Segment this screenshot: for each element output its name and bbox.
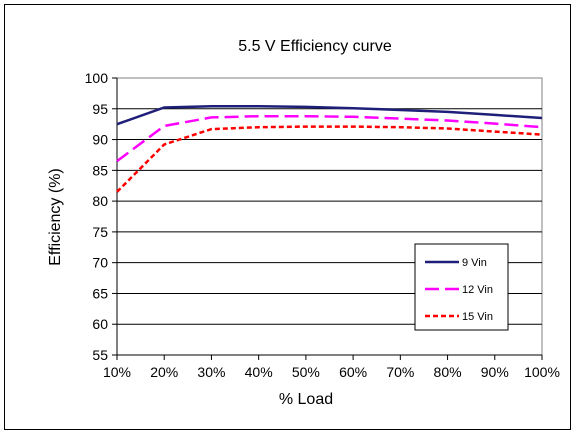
x-axis-label: % Load [279, 391, 333, 408]
x-tick-label: 20% [150, 364, 178, 380]
x-tick-label: 60% [339, 364, 367, 380]
x-tick-label: 90% [481, 364, 509, 380]
x-tick-label: 40% [245, 364, 273, 380]
chart-title: 5.5 V Efficiency curve [238, 38, 392, 55]
x-tick-label: 50% [292, 364, 320, 380]
y-tick-label: 85 [92, 162, 108, 178]
x-tick-label: 30% [197, 364, 225, 380]
x-tick-label: 10% [103, 364, 131, 380]
y-tick-label: 80 [92, 193, 108, 209]
x-tick-label: 70% [386, 364, 414, 380]
legend-label: 15 Vin [462, 311, 493, 323]
y-tick-label: 100 [85, 70, 109, 86]
y-axis-label: Efficiency (%) [47, 168, 64, 266]
x-tick-label: 100% [524, 364, 560, 380]
y-tick-label: 75 [92, 224, 108, 240]
y-tick-label: 65 [92, 285, 108, 301]
y-tick-label: 95 [92, 101, 108, 117]
x-tick-label: 80% [434, 364, 462, 380]
x-axis-ticks: 10% 20% 30% 40% 50% 60% 70% 80% 90% 100% [103, 355, 560, 380]
chart-frame: 55 60 65 70 75 80 85 90 95 100 10% 20% 30% 40% 50% 60%… [4, 4, 571, 430]
legend-label: 12 Vin [462, 284, 493, 296]
y-tick-label: 55 [92, 347, 108, 363]
y-axis-ticks: 55 60 65 70 75 80 85 90 95 100 [85, 70, 117, 363]
y-tick-label: 60 [92, 316, 108, 332]
efficiency-chart: 55 60 65 70 75 80 85 90 95 100 10% 20% 30% 40% 50% 60%… [5, 5, 577, 441]
y-tick-label: 70 [92, 255, 108, 271]
legend-label: 9 Vin [462, 257, 487, 269]
legend: 9 Vin 12 Vin 15 Vin [415, 244, 508, 330]
y-tick-label: 90 [92, 132, 108, 148]
